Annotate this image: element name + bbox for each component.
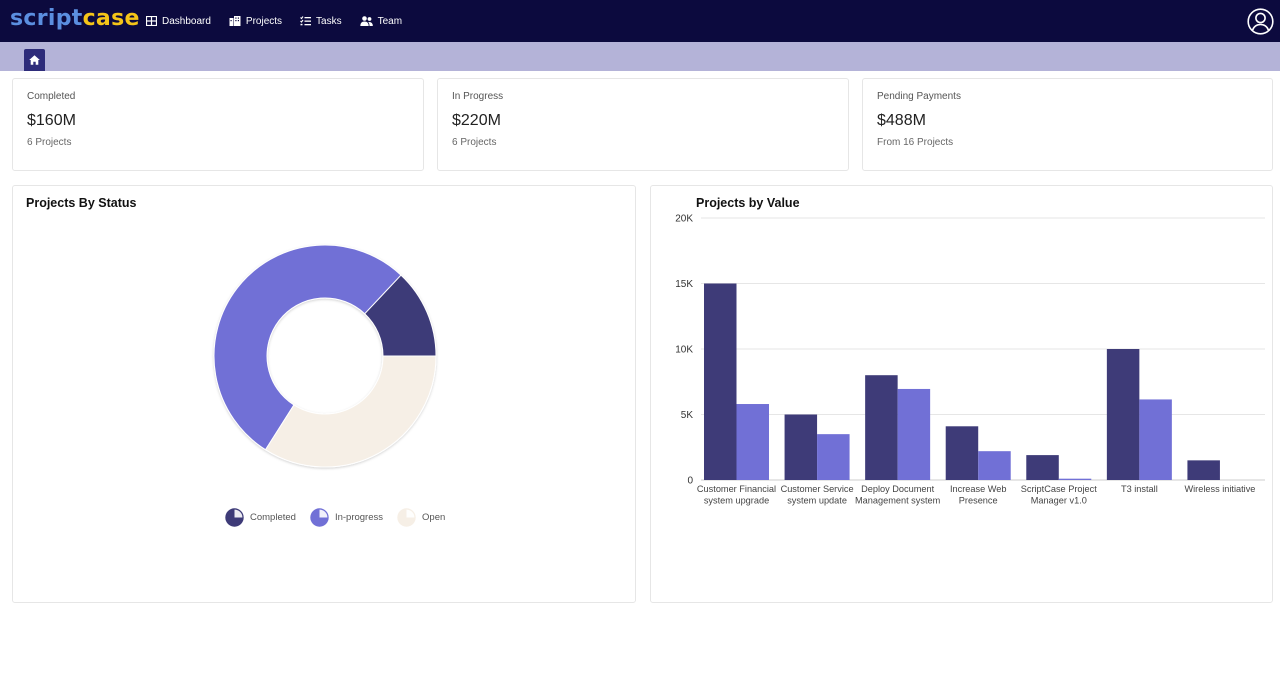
panel-title: Projects by Value: [696, 196, 800, 210]
nav-dashboard-label: Dashboard: [162, 15, 211, 27]
pie-icon: [225, 508, 244, 527]
legend-label: Completed: [250, 512, 296, 523]
top-navbar: scriptcase Dashboard Projects: [0, 0, 1280, 42]
app-logo[interactable]: scriptcase: [10, 6, 140, 31]
logo-text-case: case: [82, 6, 140, 31]
nav-projects[interactable]: Projects: [229, 16, 282, 27]
nav-tasks[interactable]: Tasks: [300, 16, 342, 27]
building-icon: [229, 16, 241, 26]
nav-projects-label: Projects: [245, 15, 283, 27]
stat-sub: 6 Projects: [452, 137, 497, 148]
x-category-label: Customer Financial system upgrade: [697, 484, 776, 506]
donut-legend: Completed In-progress Open: [225, 508, 459, 527]
x-category-label: T3 install: [1121, 484, 1158, 494]
y-tick-label: 5K: [681, 410, 694, 421]
home-icon: [29, 55, 40, 65]
stat-value: $488M: [877, 112, 926, 129]
stat-sub: 6 Projects: [27, 137, 72, 148]
breadcrumb-bar: [0, 42, 1280, 71]
pie-icon: [310, 508, 329, 527]
projects-by-status-panel: Projects By Status Completed In-progress: [12, 185, 636, 603]
legend-item-open[interactable]: Open: [397, 508, 445, 527]
bar-series1[interactable]: [1187, 460, 1220, 480]
y-tick-label: 20K: [675, 214, 693, 225]
stat-label: Completed: [27, 91, 76, 102]
bar-series2[interactable]: [897, 388, 931, 480]
logo-text-script: script: [10, 6, 83, 31]
stat-value: $160M: [27, 112, 76, 129]
legend-item-completed[interactable]: Completed: [225, 508, 296, 527]
projects-by-value-panel: Projects by Value 0 5K 10K 15K 20K Customer F…: [650, 185, 1273, 603]
x-category-label: Wireless initiative: [1184, 484, 1255, 494]
bar-series2[interactable]: [1139, 399, 1172, 480]
task-list-icon: [300, 16, 312, 26]
bar-chart: 0 5K 10K 15K 20K Customer Financial system upg…: [675, 214, 1265, 506]
nav-dashboard[interactable]: Dashboard: [146, 16, 211, 27]
stat-value: $220M: [452, 112, 501, 129]
donut-slice-in-progress[interactable]: [213, 244, 402, 451]
legend-label: Open: [422, 512, 446, 523]
stat-label: In Progress: [452, 91, 504, 102]
bar-series2[interactable]: [817, 434, 850, 480]
x-category-label: Increase Web Presence: [950, 484, 1007, 506]
bar-series1[interactable]: [784, 414, 818, 481]
nav-team[interactable]: Team: [359, 15, 403, 27]
stat-card-in-progress: In Progress $220M 6 Projects: [437, 78, 849, 171]
x-category-label: Customer Service system update: [781, 484, 854, 506]
nav-team-label: Team: [377, 15, 403, 27]
bar-series2[interactable]: [736, 404, 770, 480]
user-avatar-icon[interactable]: [1247, 8, 1274, 35]
stat-sub: From 16 Projects: [877, 137, 954, 148]
donut-slice-open[interactable]: [264, 355, 437, 468]
x-category-label: ScriptCase Project Manager v1.0: [1021, 484, 1098, 506]
bar-series1[interactable]: [704, 283, 737, 481]
legend-label: In-progress: [334, 512, 384, 523]
bar-series2[interactable]: [978, 451, 1011, 480]
main-nav: Dashboard Projects Task: [146, 0, 420, 42]
dashboard-grid-icon: [146, 16, 157, 26]
users-icon: [359, 16, 373, 26]
bar-series1[interactable]: [865, 375, 898, 480]
donut-chart: [213, 244, 437, 468]
y-tick-label: 10K: [675, 345, 693, 356]
stat-card-completed: Completed $160M 6 Projects: [12, 78, 424, 171]
panel-title: Projects By Status: [26, 196, 137, 210]
bar-series1[interactable]: [945, 426, 979, 480]
stat-label: Pending Payments: [877, 91, 961, 102]
stat-card-pending-payments: Pending Payments $488M From 16 Projects: [862, 78, 1273, 171]
legend-item-in-progress[interactable]: In-progress: [310, 508, 383, 527]
y-tick-label: 0: [687, 476, 693, 487]
bar-series1[interactable]: [1026, 455, 1059, 480]
pie-icon: [397, 508, 416, 527]
bar-series2[interactable]: [1058, 478, 1092, 480]
y-tick-label: 15K: [675, 279, 693, 290]
home-tab[interactable]: [24, 49, 45, 71]
nav-tasks-label: Tasks: [316, 15, 342, 27]
bar-series1[interactable]: [1106, 349, 1140, 480]
x-category-label: Deploy Document Management system: [855, 484, 941, 506]
